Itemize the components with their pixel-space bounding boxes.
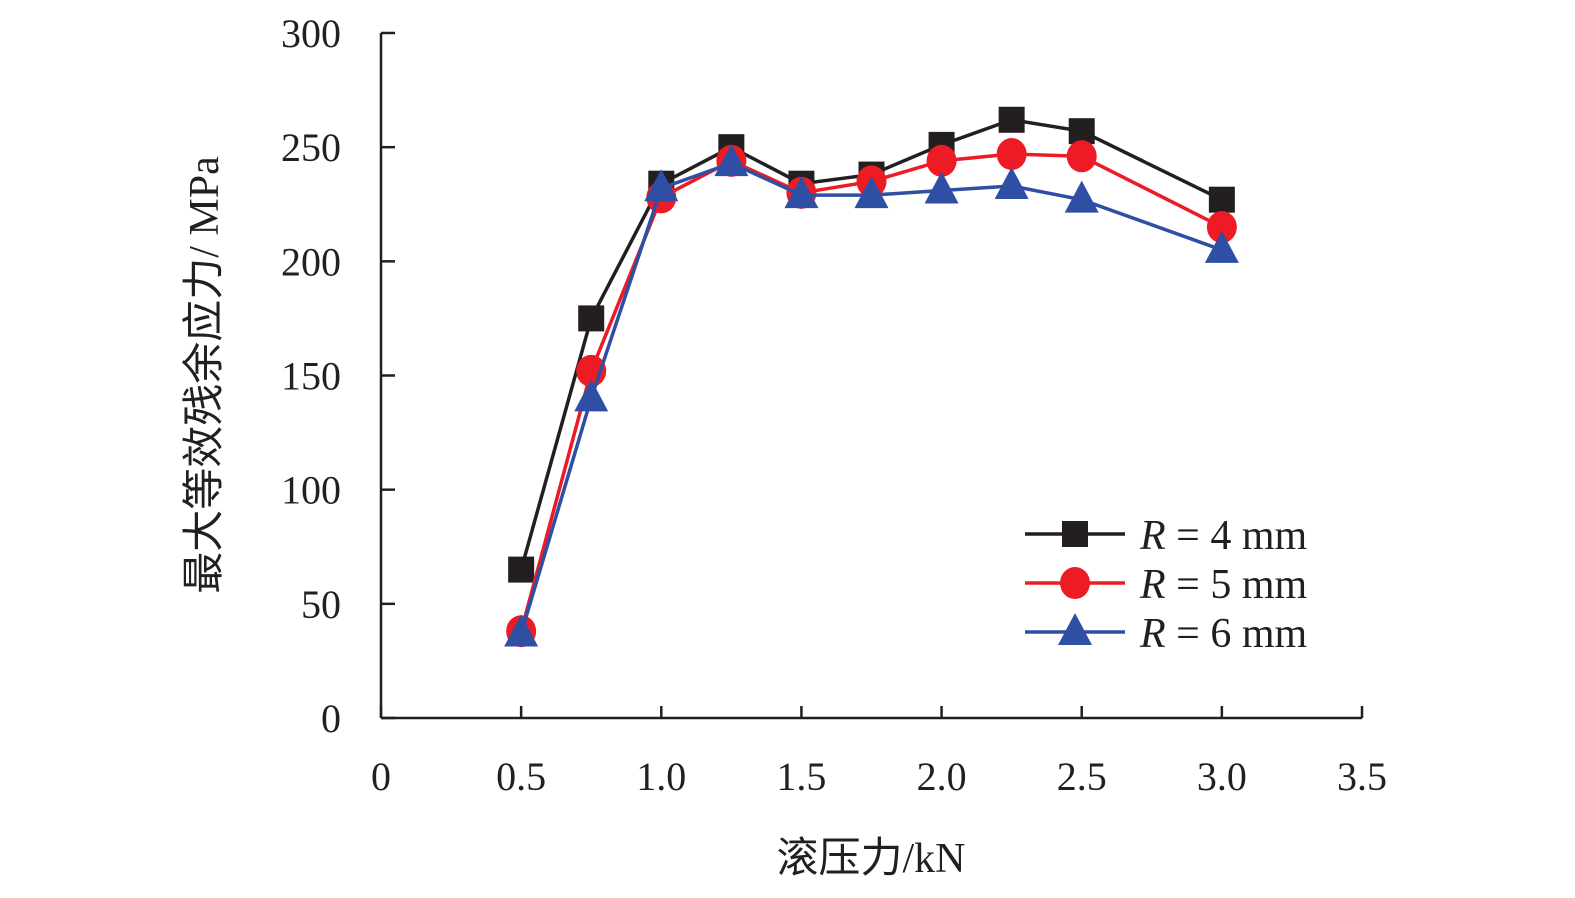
x-axis-title: 滚压力/kN (776, 836, 965, 882)
x-tick-label: 2.0 (917, 754, 967, 799)
square-marker (998, 106, 1025, 133)
axes: 0 0.5 1.0 1.5 2.0 2.5 3.0 3.5 0 50 100 150 200 250 300 (281, 11, 1387, 799)
triangle-marker (784, 176, 819, 209)
series-line (519, 117, 1223, 571)
y-tick-label: 150 (281, 354, 341, 399)
square-marker (1062, 521, 1088, 547)
x-tick-label: 3.5 (1337, 754, 1387, 799)
triangle-marker (994, 166, 1029, 199)
x-tick-label: 0.5 (496, 754, 546, 799)
y-tick-label: 250 (281, 125, 341, 170)
series-triangle (504, 144, 1239, 647)
legend-label: R = 4 mm (1139, 513, 1308, 559)
triangle-marker (714, 144, 749, 177)
legend-item: R = 5 mm (1025, 562, 1308, 608)
square-marker (508, 556, 535, 583)
square-marker (1068, 118, 1095, 145)
circle-marker (1066, 140, 1097, 173)
triangle-marker (1058, 613, 1092, 645)
circle-marker (1206, 211, 1237, 244)
x-tick-label: 1.0 (636, 754, 686, 799)
x-tick-label: 2.5 (1057, 754, 1107, 799)
legend: R = 4 mmR = 5 mmR = 6 mm (1025, 513, 1308, 657)
triangle-marker (504, 614, 539, 647)
y-tick-label: 200 (281, 239, 341, 284)
triangle-marker (1204, 230, 1239, 263)
legend-label: R = 5 mm (1139, 562, 1308, 608)
triangle-marker (924, 171, 959, 204)
triangle-marker (574, 379, 609, 412)
y-tick-label: 0 (321, 696, 341, 741)
y-tick-label: 300 (281, 11, 341, 56)
triangle-marker (1064, 180, 1099, 213)
triangle-marker (854, 176, 889, 209)
legend-label: R = 6 mm (1139, 611, 1308, 657)
y-tick-label: 50 (301, 582, 341, 627)
triangle-marker (644, 169, 679, 202)
series-line (519, 152, 1223, 632)
x-tick-label: 3.0 (1197, 754, 1247, 799)
x-tick-label: 1.5 (776, 754, 826, 799)
legend-item: R = 6 mm (1025, 611, 1308, 657)
series-line (519, 161, 1223, 635)
y-tick-label: 100 (281, 468, 341, 513)
x-tick-label: 0 (371, 754, 391, 799)
circle-marker (926, 144, 957, 177)
series-layer (504, 106, 1239, 648)
y-axis-title: 最大等效残余应力/ MPa (181, 156, 228, 594)
circle-marker (996, 138, 1027, 171)
legend-item: R = 4 mm (1025, 513, 1308, 559)
square-marker (1208, 186, 1235, 213)
square-marker (578, 305, 605, 332)
circle-marker (1060, 567, 1090, 599)
